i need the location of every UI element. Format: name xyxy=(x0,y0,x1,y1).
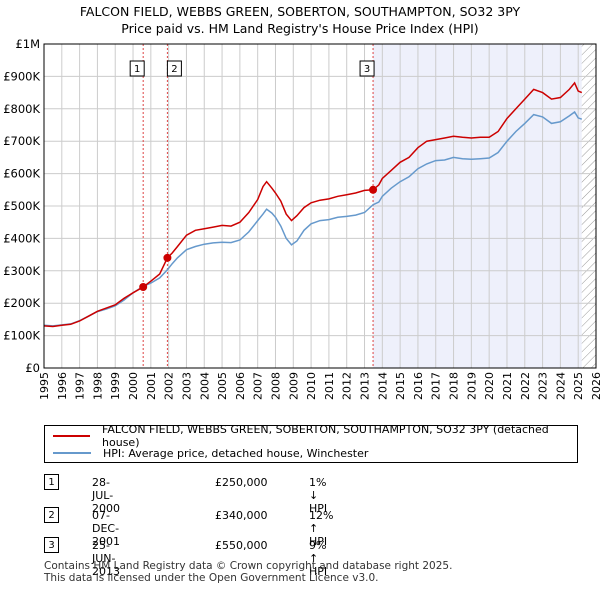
x-tick-label: 2004 xyxy=(198,372,211,400)
x-tick-label: 2016 xyxy=(412,372,425,400)
x-tick-label: 2012 xyxy=(341,372,354,400)
x-tick-label: 2007 xyxy=(252,372,265,400)
sale-label-box-1 xyxy=(129,60,145,77)
x-tick-label: 2010 xyxy=(305,372,318,400)
x-tick-label: 1999 xyxy=(109,372,122,400)
sale-point-2 xyxy=(163,253,172,262)
sale-hpi-diff: 9% ↑ HPI xyxy=(309,539,328,578)
x-tick-label: 2021 xyxy=(501,372,514,400)
x-tick-label: 2025 xyxy=(572,372,585,400)
x-tick-label: 2002 xyxy=(163,372,176,400)
sale-hpi-diff: 12% ↑ HPI xyxy=(309,509,334,548)
x-tick-label: 2013 xyxy=(359,372,372,400)
x-tick-label: 2023 xyxy=(537,372,550,400)
y-tick-label: £100K xyxy=(3,329,40,343)
legend-swatch-hpi xyxy=(53,452,91,454)
x-tick-label: 2019 xyxy=(465,372,478,400)
x-tick-label: 2008 xyxy=(269,372,282,400)
x-tick-label: 2018 xyxy=(448,372,461,400)
x-tick-label: 2017 xyxy=(430,372,443,400)
sale-point-3 xyxy=(369,185,378,194)
legend-label-property: FALCON FIELD, WEBBS GREEN, SOBERTON, SOU… xyxy=(102,423,549,449)
sale-points xyxy=(139,185,378,291)
sale-label-box-3 xyxy=(359,60,375,77)
x-tick-label: 2006 xyxy=(234,372,247,400)
chart-title: FALCON FIELD, WEBBS GREEN, SOBERTON, SOU… xyxy=(79,4,521,19)
legend-swatch-property xyxy=(53,435,91,437)
x-tick-label: 2014 xyxy=(376,372,389,400)
sale-label-2: 2 xyxy=(171,64,177,75)
legend-item-property: FALCON FIELD, WEBBS GREEN, SOBERTON, SOU… xyxy=(53,423,577,449)
plot-border xyxy=(43,43,597,369)
x-tick-label: 1995 xyxy=(38,372,51,400)
x-tick-label: 1996 xyxy=(56,372,69,400)
y-axis-ticks: £0 £100K £200K £300K £400K £500K £600K £700K £80… xyxy=(3,37,40,375)
y-tick-label: £600K xyxy=(3,167,40,181)
chart-subtitle: Price paid vs. HM Land Registry's House … xyxy=(121,21,479,36)
sale-date: 28-JUL-2000 xyxy=(92,476,120,515)
x-tick-label: 2005 xyxy=(216,372,229,400)
sale-number: 1 xyxy=(44,474,59,490)
legend-item-hpi: HPI: Average price, detached house, Winc… xyxy=(53,445,368,461)
x-tick-label: 2000 xyxy=(127,372,140,400)
sale-hpi-diff: 1% ↓ HPI xyxy=(309,476,328,515)
x-tick-label: 1997 xyxy=(74,372,87,400)
sale-label-1: 1 xyxy=(134,64,140,75)
x-tick-label: 2003 xyxy=(180,372,193,400)
sale-price: £250,000 xyxy=(215,476,268,489)
y-tick-label: £700K xyxy=(3,134,40,148)
legend: FALCON FIELD, WEBBS GREEN, SOBERTON, SOU… xyxy=(44,423,578,463)
sale-date: 07-DEC-2001 xyxy=(92,509,120,548)
x-tick-label: 2022 xyxy=(519,372,532,400)
x-tick-label: 2020 xyxy=(483,372,496,400)
y-tick-label: £800K xyxy=(3,102,40,116)
y-tick-label: £500K xyxy=(3,199,40,213)
x-tick-label: 2011 xyxy=(323,372,336,400)
y-tick-label: £0 xyxy=(25,361,40,375)
grid xyxy=(43,43,597,369)
sale-price: £340,000 xyxy=(215,509,268,522)
price-chart: 1 2 3 £0 £100K £200K £300K £400K £500K £600K £700… xyxy=(3,37,600,400)
sale-point-1 xyxy=(139,283,148,291)
sale-label-box-2 xyxy=(166,60,182,77)
footer-licence: This data is licensed under the Open Gov… xyxy=(44,572,379,584)
sale-price: £550,000 xyxy=(215,539,268,552)
x-tick-label: 2001 xyxy=(145,372,158,400)
x-tick-label: 1998 xyxy=(91,372,104,400)
x-tick-label: 2009 xyxy=(287,372,300,400)
sale-label-3: 3 xyxy=(364,64,370,75)
sale-number: 3 xyxy=(44,537,59,553)
sale-number: 2 xyxy=(44,507,59,523)
sale-marker-lines xyxy=(142,44,374,368)
x-tick-label: 2015 xyxy=(394,372,407,400)
x-tick-label: 2024 xyxy=(554,372,567,400)
y-tick-label: £900K xyxy=(3,69,40,83)
y-tick-label: £400K xyxy=(3,231,40,245)
sale-date: 25-JUN-2013 xyxy=(92,539,120,578)
x-tick-label: 2026 xyxy=(590,372,600,400)
footer-copyright: Contains HM Land Registry data © Crown c… xyxy=(44,560,453,572)
legend-label-hpi: HPI: Average price, detached house, Winc… xyxy=(103,446,369,460)
sale-labels: 1 2 3 xyxy=(129,60,375,77)
y-tick-label: £200K xyxy=(3,296,40,310)
x-axis-ticks: 1995 1996 1997 1998 1999 2000 2001 2002 2003 2004… xyxy=(38,372,600,400)
y-tick-label: £300K xyxy=(3,264,40,278)
y-tick-label: £1M xyxy=(15,37,40,51)
